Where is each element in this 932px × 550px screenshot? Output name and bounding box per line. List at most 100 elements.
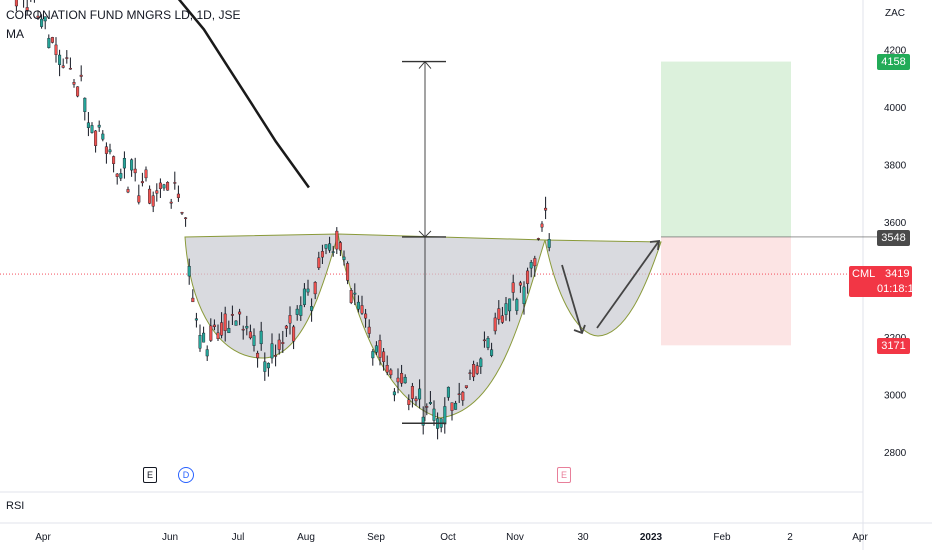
candle-body <box>299 305 303 316</box>
price-tick-label: 3000 <box>884 391 907 402</box>
earnings-event-marker[interactable]: E <box>143 467 157 483</box>
projection-up-head <box>649 239 661 251</box>
candle-body <box>382 351 386 362</box>
candle-body <box>400 373 404 384</box>
candle-body <box>428 402 432 404</box>
candle-body <box>205 349 209 357</box>
candle <box>40 14 44 29</box>
ma-indicator-label[interactable]: MA <box>6 27 24 41</box>
candle-body <box>472 364 476 378</box>
time-tick-label: 2023 <box>640 532 663 543</box>
candle <box>176 185 180 202</box>
candle-body <box>281 342 285 344</box>
candle <box>317 251 321 270</box>
candle <box>68 57 72 70</box>
candle-body <box>464 385 468 388</box>
candle-body <box>482 339 486 342</box>
candle <box>392 388 396 402</box>
time-tick-label: Apr <box>35 532 51 543</box>
dividend-event-marker[interactable]: D <box>178 467 194 483</box>
candle-body <box>295 308 299 315</box>
candle-body <box>137 195 141 203</box>
candle-body <box>288 315 292 324</box>
candle <box>346 261 350 285</box>
candle <box>360 295 364 315</box>
candle-body <box>101 133 105 140</box>
entry-price-tag: 3548 <box>877 230 910 246</box>
candle-body <box>47 38 51 48</box>
candle <box>202 326 206 343</box>
candle <box>97 120 101 132</box>
candle-body <box>274 355 278 357</box>
candle-body <box>169 201 173 204</box>
candle-body <box>79 74 83 77</box>
candle-body <box>421 416 425 426</box>
candle <box>266 362 270 377</box>
candle-body <box>536 238 540 240</box>
candle <box>306 279 310 296</box>
candle-body <box>432 408 436 421</box>
time-tick-label: Aug <box>297 532 315 543</box>
candle-body <box>346 263 350 281</box>
candle <box>468 369 472 380</box>
candle-body <box>508 298 512 312</box>
candle <box>33 0 35 3</box>
candle-body <box>241 328 245 331</box>
candle <box>230 305 234 326</box>
candle <box>439 418 443 433</box>
candle <box>475 362 479 376</box>
position-zones <box>0 61 877 346</box>
candle-body <box>65 57 69 59</box>
candle <box>25 0 29 15</box>
candle-body <box>522 286 526 304</box>
annotations <box>402 60 661 424</box>
candle-body <box>25 7 29 11</box>
candle-body <box>83 97 87 112</box>
candle <box>302 283 306 308</box>
candles <box>14 0 551 440</box>
time-tick-label: 2 <box>787 532 793 543</box>
candle <box>43 16 47 30</box>
candle <box>320 244 324 265</box>
candle <box>324 244 328 255</box>
candle-body <box>349 290 353 303</box>
candle-body <box>461 391 465 401</box>
rsi-pane-label[interactable]: RSI <box>6 500 25 512</box>
candle-body <box>367 326 371 334</box>
candle <box>86 112 90 137</box>
candle <box>140 172 144 187</box>
symbol-title[interactable]: CORONATION FUND MNGRS LD, 1D, JSE <box>6 8 241 22</box>
candle <box>130 158 134 177</box>
candle <box>72 79 76 88</box>
candle <box>529 259 533 278</box>
candle-body <box>292 326 296 342</box>
candle-body <box>407 399 411 405</box>
candle-body <box>40 18 44 27</box>
projection-down-arrow <box>561 264 583 334</box>
candle <box>450 402 454 421</box>
candle-body <box>500 315 504 323</box>
candle <box>274 344 278 367</box>
candle <box>126 186 130 194</box>
candle <box>479 357 483 374</box>
candle <box>115 173 119 185</box>
candle <box>166 181 170 191</box>
candle-body <box>518 282 522 286</box>
candle-body <box>238 311 242 315</box>
cup-and-handle-pattern <box>184 233 662 419</box>
bar-countdown: 01:18:10 <box>877 283 920 295</box>
candle-body <box>144 169 148 179</box>
candle-body <box>479 358 483 367</box>
candle-body <box>490 349 494 356</box>
candle <box>241 325 245 340</box>
candle-body <box>158 182 162 189</box>
candle <box>353 283 357 306</box>
candle-body <box>443 406 447 425</box>
candle-body <box>191 297 195 303</box>
earnings-event-marker-2[interactable]: E <box>557 467 571 483</box>
candle-body <box>342 256 346 260</box>
candle-body <box>310 306 314 311</box>
candle-body <box>515 299 519 311</box>
candle <box>400 364 404 387</box>
